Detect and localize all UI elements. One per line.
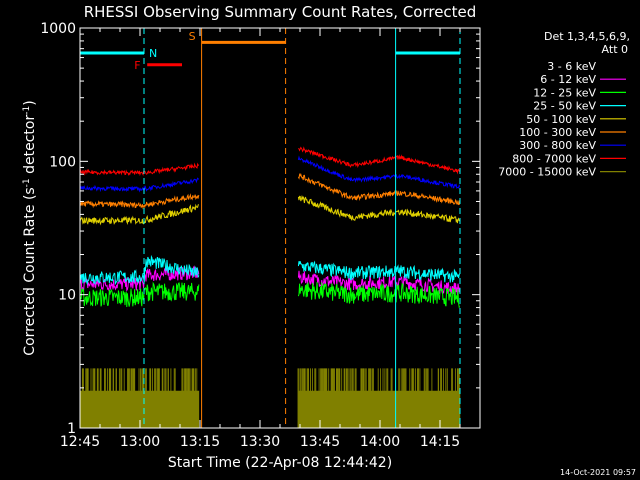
legend-label-8: 7000 - 15000 keV [498,166,596,179]
flag-label-night: N [149,47,157,60]
series-3-line [80,254,461,286]
series-6-line [80,155,461,193]
series-6 [80,155,461,193]
legend-label-4: 50 - 100 keV [526,113,596,126]
legend-header-detectors: Det 1,3,4,5,6,9, [544,30,630,43]
y-tick-label-0: 1 [67,421,76,437]
series-7 [80,146,461,177]
plot-area: NF S [79,28,461,428]
legend-label-6: 300 - 800 keV [519,139,596,152]
series-5 [80,172,461,210]
series-8-segment-2 [297,368,461,428]
chart-title: RHESSI Observing Summary Count Rates, Co… [84,3,477,21]
x-tick-label-4: 13:45 [300,434,340,450]
x-tick-label-0: 12:45 [60,434,100,450]
axes: 1 10 100 1000 12:45 13:00 13:15 13:30 13:45 14:00… [40,21,481,450]
y-tick-label-1: 10 [58,288,76,304]
x-tick-label-1: 13:00 [120,434,160,450]
y-axis-label: Corrected Count Rate (s-1 detector-1) [22,100,38,355]
series-2-line [80,281,461,309]
x-tick-label-2: 13:15 [180,434,220,450]
y-tick-label-3: 1000 [40,21,76,37]
series-0 [80,292,461,353]
x-tick-label-5: 14:00 [360,434,400,450]
series-4 [80,194,460,226]
legend-label-2: 12 - 25 keV [533,86,596,99]
series-0-line [80,292,461,353]
series-8-segment-0 [80,368,145,428]
x-tick-label-3: 13:30 [240,434,280,450]
x-tick-label-6: 14:15 [420,434,460,450]
legend-label-5: 100 - 300 keV [519,126,596,139]
y-tick-label-2: 100 [49,154,76,170]
legend-label-3: 25 - 50 keV [533,100,596,113]
legend-header-attenuator: Att 0 [602,43,628,56]
series-3 [80,254,461,286]
legend-label-7: 800 - 7000 keV [512,152,596,165]
x-axis-label: Start Time (22-Apr-08 12:44:42) [168,455,392,471]
footer-timestamp: 14-Oct-2021 09:57 [560,468,636,477]
series-7-line [80,146,461,177]
flag-label-saa: S [189,30,196,43]
series-5-line [80,172,461,210]
legend-label-1: 6 - 12 keV [540,73,596,86]
series-2 [80,281,461,309]
flag-label-flare: F [134,59,140,72]
series-4-line [80,194,460,226]
legend-label-0: 3 - 6 keV [547,60,596,73]
